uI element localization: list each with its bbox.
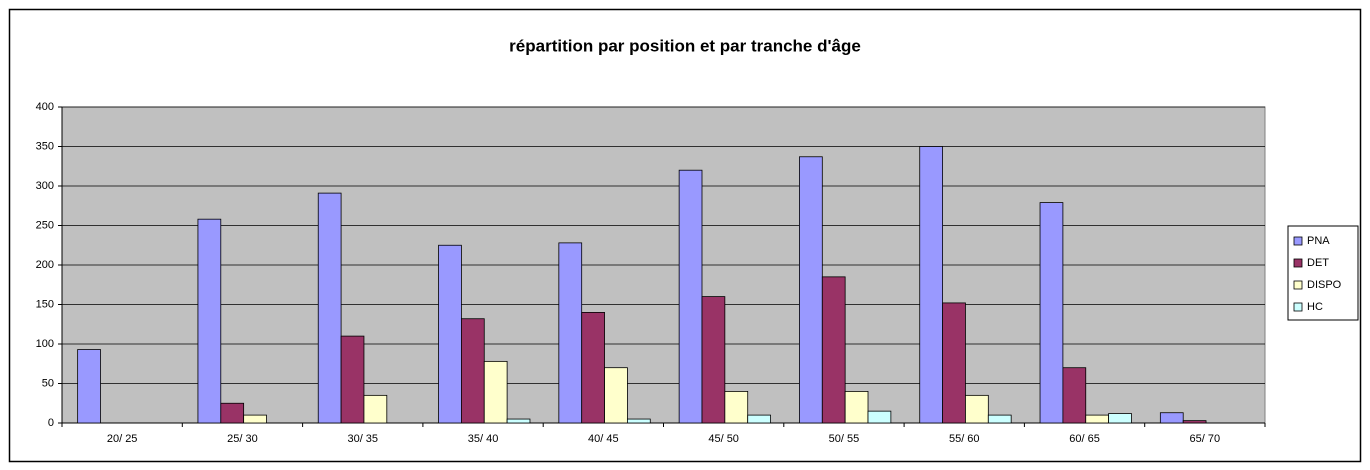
legend-label: DISPO: [1307, 279, 1342, 291]
bar: [604, 367, 628, 424]
x-tick-label: 40/ 45: [588, 433, 619, 445]
bar: [724, 390, 749, 424]
bar: [317, 192, 342, 424]
y-tick-label: 350: [36, 140, 54, 152]
bar: [965, 394, 989, 424]
bar: [483, 360, 508, 424]
bar: [363, 394, 388, 424]
bar: [1159, 412, 1184, 424]
bar: [844, 390, 869, 424]
legend-label: PNA: [1307, 235, 1330, 247]
legend-swatch: [1293, 236, 1303, 246]
bar: [701, 296, 726, 424]
x-tick-label: 25/ 30: [227, 433, 258, 445]
bar: [77, 349, 101, 424]
y-tick-label: 50: [42, 377, 54, 389]
y-tick-label: 200: [36, 259, 54, 271]
x-tick-label: 20/ 25: [107, 433, 138, 445]
x-tick-label: 65/ 70: [1190, 433, 1221, 445]
x-tick-label: 55/ 60: [949, 433, 980, 445]
y-tick-label: 300: [36, 180, 54, 192]
legend-swatch: [1293, 280, 1303, 290]
bar: [627, 418, 651, 424]
bar: [1085, 414, 1110, 424]
bar: [1108, 413, 1132, 424]
bar: [987, 414, 1012, 424]
bar: [747, 414, 771, 424]
bar: [1039, 202, 1064, 424]
bar: [243, 414, 267, 424]
y-tick-label: 250: [36, 219, 54, 231]
chart-title: répartition par position et par tranche …: [509, 36, 861, 55]
bar: [942, 302, 966, 424]
x-tick-label: 30/ 35: [347, 433, 378, 445]
bar: [867, 410, 892, 424]
bar: [1182, 420, 1207, 424]
y-tick-label: 400: [36, 101, 54, 113]
bar: [799, 156, 823, 424]
legend-swatch: [1293, 258, 1303, 268]
bar: [197, 218, 222, 424]
bar: [581, 311, 605, 424]
bar: [1062, 367, 1087, 424]
bar: [340, 335, 365, 424]
y-tick-label: 0: [48, 417, 54, 429]
legend-label: HC: [1307, 301, 1323, 313]
legend-label: DET: [1307, 257, 1329, 269]
bar: [678, 169, 703, 424]
bar: [558, 242, 583, 424]
x-tick-label: 35/ 40: [468, 433, 499, 445]
x-tick-label: 60/ 65: [1069, 433, 1100, 445]
legend-swatch: [1293, 302, 1303, 312]
bar: [919, 146, 943, 424]
bar: [460, 318, 485, 424]
bar: [506, 418, 531, 424]
y-tick-label: 100: [36, 338, 54, 350]
x-tick-label: 50/ 55: [829, 433, 860, 445]
bar: [438, 244, 462, 424]
y-tick-label: 150: [36, 298, 54, 310]
bar: [821, 276, 846, 424]
x-tick-label: 45/ 50: [708, 433, 739, 445]
bar: [220, 402, 245, 424]
